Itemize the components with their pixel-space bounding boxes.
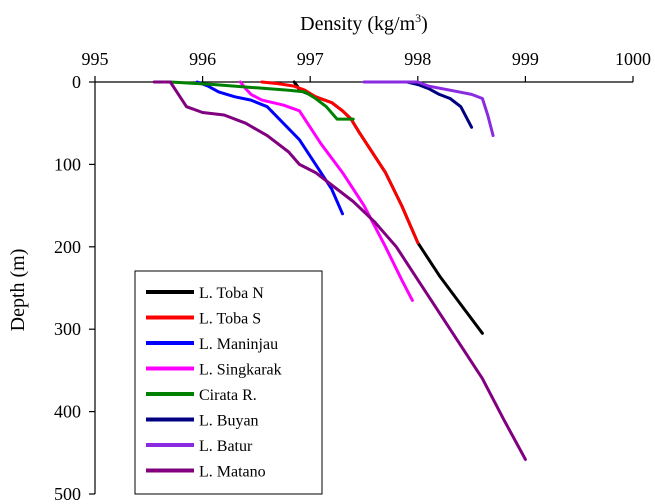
y-tick-label: 200: [54, 237, 81, 257]
series-line-6: [405, 80, 474, 129]
x-axis-title-main: Density (kg/m: [300, 13, 415, 35]
legend-label: L. Singkarak: [199, 362, 282, 379]
x-tick-label: 998: [404, 49, 431, 69]
legend-box: [134, 270, 323, 495]
legend-label: L. Batur: [199, 438, 253, 455]
series-line-2: [260, 80, 420, 245]
x-tick-label: 999: [512, 49, 539, 69]
y-tick-label: 400: [54, 402, 81, 422]
y-tick-label: 300: [54, 319, 81, 339]
x-axis-title: Density (kg/m3): [300, 11, 428, 35]
series-line-3: [195, 80, 344, 216]
legend-label: L. Matano: [199, 464, 266, 481]
x-tick-label: 1000: [615, 49, 651, 69]
y-ticks: 0 100 200 300 400 500: [54, 72, 95, 504]
x-tick-label: 996: [189, 49, 216, 69]
series-line-7: [362, 80, 495, 138]
legend-label: L. Toba N: [199, 285, 264, 302]
series-line-8: [152, 80, 527, 461]
y-tick-label: 100: [54, 154, 81, 174]
y-axis-title: Depth (m): [7, 249, 29, 332]
y-tick-label: 500: [54, 484, 81, 504]
x-tick-label: 995: [82, 49, 109, 69]
x-axis-title-close: ): [421, 13, 428, 35]
series-line-5: [168, 80, 355, 121]
legend-label: L. Buyan: [199, 413, 259, 430]
series-layer: [152, 80, 527, 461]
legend-label: Cirata R.: [199, 387, 257, 404]
x-ticks: 995 996 997 998 999 1000: [82, 49, 651, 82]
legend-label: L. Toba S: [199, 311, 261, 328]
x-axis-title-superscript: 3: [415, 11, 421, 25]
x-tick-label: 997: [297, 49, 324, 69]
legend: L. Toba N L. Toba S L. Maninjau L. Singkara…: [134, 270, 323, 495]
series-line-4: [238, 80, 414, 302]
y-tick-label: 0: [72, 72, 81, 92]
legend-label: L. Maninjau: [199, 336, 278, 353]
